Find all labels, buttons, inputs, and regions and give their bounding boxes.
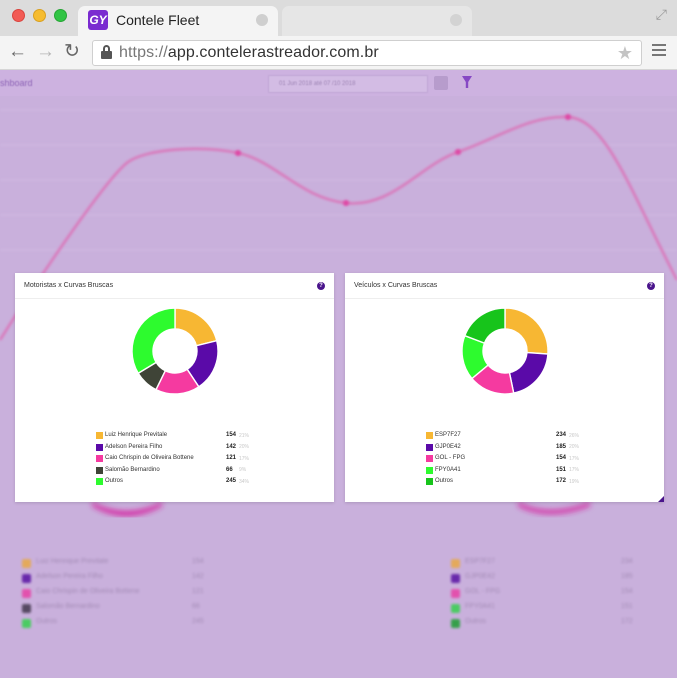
address-bar[interactable]: https://app.contelerastreador.com.br ★ [92, 40, 642, 66]
legend-percent: 19% [569, 478, 580, 485]
maximize-window-button[interactable] [54, 9, 67, 22]
browser-toolbar: ← → ↻ https://app.contelerastreador.com.… [0, 36, 677, 70]
dashboard-topbar: shboard 01 Jun 2018 até 07 /10 2018 [0, 70, 677, 96]
card-corner-decoration [658, 496, 664, 502]
legend-item[interactable]: Salomão Bernardino 66 9% [96, 465, 256, 477]
legend-swatch [426, 443, 433, 451]
contele-logo-icon: GY [88, 10, 108, 30]
legend-value: 154 [226, 432, 237, 438]
vehicles-harsh-turns-card: Veículos x Curvas Bruscas ? ESP7F27 234 26… [345, 273, 664, 502]
back-arrow-icon[interactable]: ← [8, 41, 27, 62]
legend-swatch [96, 478, 103, 485]
legend-percent: 21% [239, 432, 250, 439]
legend-item[interactable]: ESP7F27 234 26% [426, 430, 586, 442]
browser-tab-new[interactable] [282, 6, 472, 36]
legend-value: 142 [226, 443, 237, 450]
vehicles-legend: ESP7F27 234 26% GJP0E42 185 20% GOL - FPG 154 17… [426, 430, 586, 488]
legend-percent: 20% [239, 444, 250, 450]
legend-swatch [96, 466, 103, 474]
legend-value: 172 [556, 478, 567, 484]
card-title: Veículos x Curvas Bruscas [354, 282, 438, 289]
close-window-button[interactable] [12, 9, 25, 22]
donut-slice[interactable] [508, 351, 549, 394]
legend-swatch [426, 432, 433, 439]
filter-icon[interactable] [462, 76, 472, 88]
legend-swatch [96, 443, 103, 451]
card-header: Motoristas x Curvas Bruscas ? [15, 273, 334, 299]
bookmark-star-icon[interactable]: ★ [616, 43, 633, 63]
legend-label: FPY0A41 [435, 466, 461, 473]
browser-menu-icon[interactable] [652, 44, 666, 58]
legend-value: 121 [226, 455, 237, 461]
drivers-harsh-turns-card: Motoristas x Curvas Bruscas ? Luiz Henri… [15, 273, 334, 502]
forward-arrow-icon[interactable]: → [36, 41, 55, 62]
legend-value: 185 [556, 443, 567, 450]
dashboard-title: shboard [0, 78, 33, 88]
legend-percent: 9% [239, 467, 247, 473]
fullscreen-icon[interactable]: ⤢ [655, 6, 667, 22]
legend-item[interactable]: GOL - FPG 154 17% [426, 453, 586, 465]
legend-value: 66 [226, 466, 233, 473]
browser-tab-active[interactable]: GY Contele Fleet [78, 6, 278, 36]
legend-value: 151 [556, 466, 567, 473]
vehicles-donut-chart [461, 307, 549, 395]
legend-value: 154 [556, 455, 567, 461]
legend-label: ESP7F27 [435, 432, 461, 438]
legend-swatch [96, 455, 103, 462]
tab-close-icon[interactable] [450, 14, 462, 26]
drivers-donut-chart [131, 307, 219, 395]
legend-swatch [426, 455, 433, 462]
donut-slice[interactable] [174, 307, 218, 347]
help-icon[interactable]: ? [647, 282, 655, 290]
legend-percent: 17% [239, 455, 250, 462]
legend-swatch [426, 478, 433, 485]
legend-item[interactable]: Caio Chrispin de Oliveira Bottene 121 17% [96, 453, 256, 465]
legend-item[interactable]: FPY0A41 151 17% [426, 465, 586, 477]
browser-titlebar: GY Contele Fleet ⤢ [0, 0, 677, 36]
legend-label: Outros [435, 478, 454, 484]
legend-item[interactable]: Outros 245 34% [96, 476, 256, 488]
legend-item[interactable]: Outros 172 19% [426, 476, 586, 488]
legend-item[interactable]: Adelson Pereira Filho 142 20% [96, 442, 256, 454]
legend-swatch [96, 432, 103, 439]
card-header: Veículos x Curvas Bruscas ? [345, 273, 664, 299]
legend-item[interactable]: Luiz Henrique Previtale 154 21% [96, 430, 256, 442]
legend-value: 234 [556, 432, 567, 438]
legend-percent: 17% [569, 467, 580, 473]
url-text: https://app.contelerastreador.com.br [119, 44, 379, 61]
legend-label: Outros [105, 478, 124, 484]
help-icon[interactable]: ? [317, 282, 325, 290]
legend-percent: 17% [569, 455, 580, 462]
legend-item[interactable]: GJP0E42 185 20% [426, 442, 586, 454]
drivers-legend: Luiz Henrique Previtale 154 21% Adelson Per… [96, 430, 256, 488]
legend-percent: 26% [569, 432, 580, 439]
dashboard-page: shboard 01 Jun 2018 até 07 /10 2018 [0, 70, 677, 678]
date-range-field[interactable]: 01 Jun 2018 até 07 /10 2018 [268, 75, 428, 93]
legend-value: 245 [226, 478, 237, 484]
legend-percent: 34% [239, 478, 250, 485]
legend-percent: 20% [569, 444, 580, 450]
legend-label: Salomão Bernardino [105, 466, 160, 473]
minimize-window-button[interactable] [33, 9, 46, 22]
legend-label: Adelson Pereira Filho [105, 443, 163, 450]
background-line-chart [0, 109, 677, 516]
donut-slice[interactable] [131, 307, 176, 375]
donut-slice[interactable] [463, 307, 506, 345]
tab-title: Contele Fleet [116, 12, 200, 28]
legend-label: Caio Chrispin de Oliveira Bottene [105, 455, 194, 461]
reload-icon[interactable]: ↻ [64, 41, 80, 62]
search-button[interactable] [434, 76, 448, 90]
legend-label: Luiz Henrique Previtale [105, 432, 168, 438]
legend-swatch [426, 466, 433, 474]
card-title: Motoristas x Curvas Bruscas [24, 282, 114, 289]
donut-slice[interactable] [504, 307, 549, 355]
background-legend-right: ESP7F27 234 GJP0E42 185 GOL - FPG 154 FPY0A… [451, 556, 661, 631]
lock-icon [101, 45, 112, 59]
legend-label: GOL - FPG [435, 455, 466, 461]
tab-close-icon[interactable] [256, 14, 268, 26]
legend-label: GJP0E42 [435, 443, 461, 450]
background-legend-left: Luiz Henrique Previtale 154 Adelson Perei… [22, 556, 232, 631]
